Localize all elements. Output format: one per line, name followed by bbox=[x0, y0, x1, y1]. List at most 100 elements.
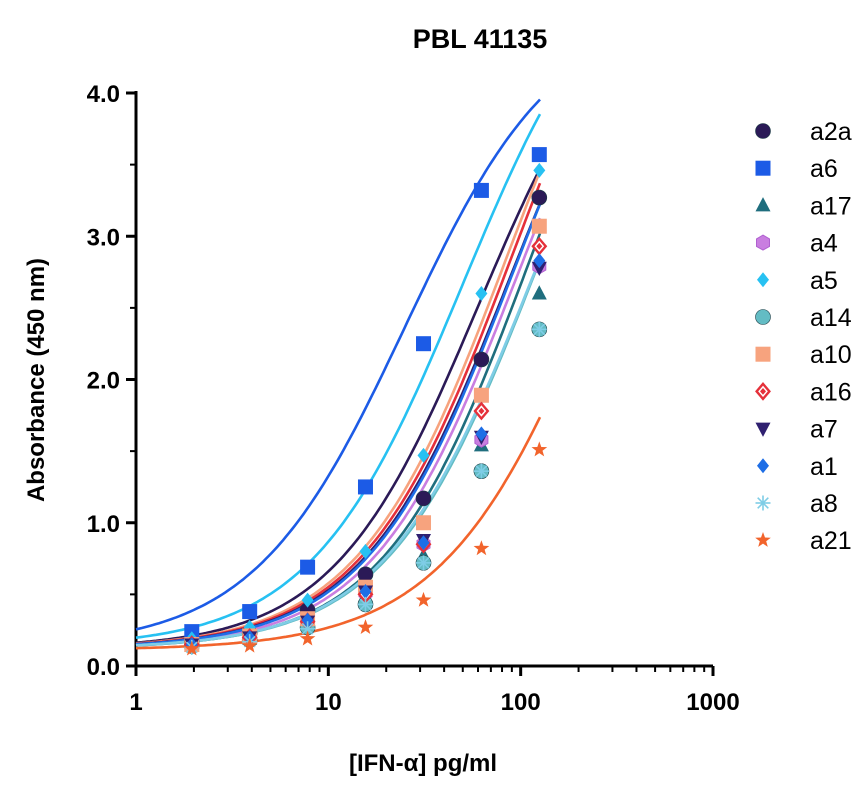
legend-label-a1: a1 bbox=[810, 453, 838, 481]
data-point-a21-shape bbox=[531, 441, 548, 457]
legend-marker-a17 bbox=[755, 197, 771, 212]
data-point-a8 bbox=[357, 596, 373, 612]
data-point-a5-shape bbox=[475, 286, 488, 302]
legend-marker-a17-shape bbox=[755, 197, 771, 212]
legend-marker-a5 bbox=[757, 272, 769, 288]
data-point-a5 bbox=[417, 447, 430, 463]
data-point-a2a-shape bbox=[415, 490, 432, 507]
y-tick-label: 1.0 bbox=[87, 511, 120, 538]
data-point-a21-shape bbox=[415, 591, 432, 607]
legend-marker-a10 bbox=[755, 346, 771, 362]
data-point-a2a bbox=[415, 490, 432, 507]
data-point-a1-shape bbox=[417, 535, 430, 551]
chart-title: PBL 41135 bbox=[413, 24, 548, 54]
data-point-a21-shape bbox=[473, 540, 490, 556]
legend-marker-a6 bbox=[755, 160, 771, 176]
legend-marker-a7-shape bbox=[755, 422, 771, 437]
x-tick-label: 10 bbox=[315, 689, 342, 716]
data-point-a6 bbox=[300, 559, 316, 575]
data-point-a21-shape bbox=[241, 637, 258, 653]
axes: 0.0 1.0 2.0 3.0 4.0 1 10 100 1000 bbox=[87, 81, 740, 716]
data-point-a16 bbox=[473, 401, 490, 421]
data-point-a5 bbox=[359, 543, 372, 559]
data-point-a8-stroke bbox=[301, 622, 314, 635]
data-point-a5-shape bbox=[359, 543, 372, 559]
data-point-a1-shape bbox=[359, 584, 372, 600]
data-point-a6-shape bbox=[473, 182, 489, 198]
data-point-a6-shape bbox=[357, 479, 373, 495]
data-point-a17-shape bbox=[531, 285, 547, 300]
legend-marker-a4-shape bbox=[756, 234, 770, 251]
data-point-a8-stroke bbox=[533, 323, 546, 336]
data-point-a10 bbox=[416, 515, 432, 531]
fit-curve-a5 bbox=[135, 113, 542, 639]
data-point-a8 bbox=[416, 555, 432, 571]
legend-label-a4: a4 bbox=[810, 230, 838, 258]
data-point-a1-shape bbox=[475, 426, 488, 442]
data-point-a6 bbox=[357, 479, 373, 495]
legend-marker-a14 bbox=[755, 309, 771, 325]
data-point-a5-shape bbox=[417, 447, 430, 463]
data-point-a16-core bbox=[478, 407, 485, 415]
legend-marker-a4 bbox=[756, 234, 770, 251]
legend-label-a8: a8 bbox=[810, 490, 838, 518]
legend-marker-a2a bbox=[755, 123, 771, 139]
fit-curve-a6 bbox=[135, 98, 541, 631]
data-point-a5 bbox=[301, 592, 314, 608]
legend-label-a14: a14 bbox=[810, 304, 852, 332]
data-point-a21 bbox=[183, 640, 200, 656]
data-point-a7 bbox=[531, 261, 547, 277]
data-point-a5 bbox=[475, 286, 488, 302]
data-point-a6 bbox=[242, 604, 258, 620]
legend-label-a7: a7 bbox=[810, 416, 838, 444]
data-point-a1 bbox=[417, 535, 430, 551]
legend-label-a10: a10 bbox=[810, 341, 852, 369]
data-point-a17 bbox=[531, 285, 547, 300]
data-point-a21 bbox=[473, 540, 490, 556]
legend-marker-a21-shape bbox=[755, 532, 771, 547]
legend-marker-a1-shape bbox=[757, 458, 769, 474]
data-point-a21 bbox=[415, 591, 432, 607]
x-tick-label: 1 bbox=[129, 689, 142, 716]
legend-marker-a5-shape bbox=[757, 272, 769, 288]
data-point-a10 bbox=[531, 218, 547, 234]
data-point-a6-shape bbox=[242, 604, 258, 620]
legend-marker-a2a-shape bbox=[755, 123, 771, 139]
fit-curve-a21 bbox=[135, 416, 542, 650]
legend-label-a5: a5 bbox=[810, 267, 838, 295]
y-axis-label: Absorbance (450 nm) bbox=[23, 258, 50, 502]
data-point-a21-shape bbox=[357, 619, 374, 634]
legend-marker-a7 bbox=[755, 422, 771, 437]
data-point-a21 bbox=[357, 619, 374, 634]
data-point-a1 bbox=[301, 612, 314, 628]
data-point-a21 bbox=[531, 441, 548, 457]
legend-label-a2a: a2a bbox=[810, 118, 852, 146]
data-point-a16-core bbox=[536, 242, 543, 250]
data-point-a8-stroke bbox=[475, 465, 488, 478]
y-tick-label: 2.0 bbox=[87, 368, 120, 395]
legend-marker-a16 bbox=[755, 382, 771, 401]
data-point-a6 bbox=[531, 147, 547, 163]
data-point-a8 bbox=[531, 321, 547, 337]
legend-label-a21: a21 bbox=[810, 527, 852, 555]
legend-label-a6: a6 bbox=[810, 155, 838, 183]
x-tick-label: 100 bbox=[501, 689, 541, 716]
data-points bbox=[183, 147, 548, 656]
data-point-a6-shape bbox=[531, 147, 547, 163]
data-point-a1 bbox=[359, 584, 372, 600]
y-tick-label: 4.0 bbox=[87, 81, 120, 108]
data-point-a2a-shape bbox=[531, 189, 548, 206]
fit-curve-a1 bbox=[135, 203, 542, 646]
data-point-a1-shape bbox=[301, 612, 314, 628]
y-tick-label: 3.0 bbox=[87, 224, 120, 251]
fit-curve-a8 bbox=[135, 258, 542, 647]
data-point-a21 bbox=[299, 630, 316, 646]
legend-marker-a1 bbox=[757, 458, 769, 474]
legend-marker-a8 bbox=[755, 495, 771, 511]
data-point-a7-shape bbox=[531, 261, 547, 277]
data-point-a10-shape bbox=[531, 218, 547, 234]
data-point-a21 bbox=[241, 637, 258, 653]
data-point-a2a-shape bbox=[473, 351, 490, 368]
